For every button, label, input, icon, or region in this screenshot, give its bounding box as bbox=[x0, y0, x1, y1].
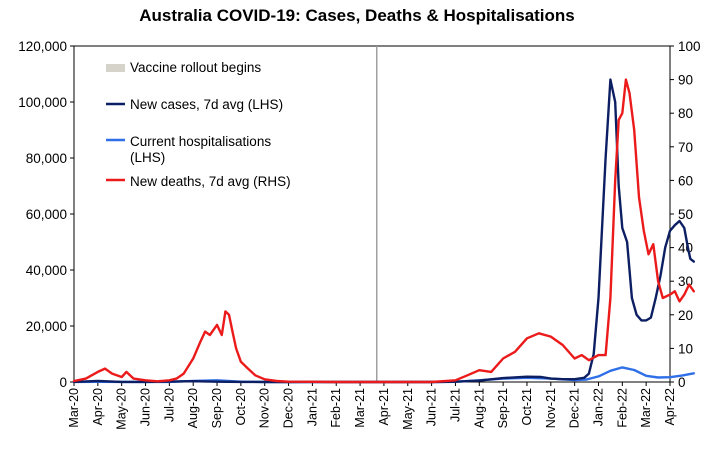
x-tick-label: Sep-21 bbox=[496, 388, 510, 428]
right-tick-label: 40 bbox=[678, 241, 693, 256]
left-tick-label: 100,000 bbox=[18, 95, 67, 110]
right-tick-label: 90 bbox=[678, 73, 693, 88]
x-tick-label: Aug-21 bbox=[472, 388, 486, 428]
legend-label-deaths: New deaths, 7d avg (RHS) bbox=[130, 174, 291, 189]
right-tick-label: 50 bbox=[678, 207, 693, 222]
right-tick-label: 20 bbox=[678, 308, 693, 323]
legend-label-cases: New cases, 7d avg (LHS) bbox=[130, 97, 283, 112]
legend: Vaccine rollout begins New cases, 7d avg… bbox=[106, 60, 291, 189]
left-tick-label: 80,000 bbox=[26, 151, 67, 166]
x-tick-label: Mar-20 bbox=[67, 388, 81, 428]
x-tick-label: Sep-20 bbox=[210, 388, 224, 428]
right-tick-label: 80 bbox=[678, 106, 693, 121]
series-line-cases bbox=[72, 78, 695, 384]
legend-label-hosp-line2: (LHS) bbox=[130, 150, 165, 165]
x-tick-label: Apr-20 bbox=[91, 388, 105, 426]
right-tick-label: 0 bbox=[678, 375, 686, 390]
x-tick-label: Mar-21 bbox=[353, 388, 367, 428]
x-tick-label: Jun-21 bbox=[425, 388, 439, 426]
legend-label-vaccine: Vaccine rollout begins bbox=[130, 60, 261, 75]
chart-title: Australia COVID-19: Cases, Deaths & Hosp… bbox=[139, 6, 575, 25]
legend-label-hosp-line1: Current hospitalisations bbox=[130, 134, 271, 149]
x-tick-label: Jan-22 bbox=[591, 388, 605, 426]
right-tick-label: 60 bbox=[678, 173, 693, 188]
x-tick-label: Nov-21 bbox=[544, 388, 558, 428]
series-line-deaths bbox=[72, 78, 695, 384]
x-tick-label: Jul-21 bbox=[448, 388, 462, 422]
left-tick-label: 0 bbox=[59, 375, 67, 390]
x-tick-label: Dec-21 bbox=[568, 388, 582, 428]
x-tick-label: Apr-22 bbox=[663, 388, 677, 426]
x-tick-label: Nov-20 bbox=[258, 388, 272, 428]
x-tick-label: May-20 bbox=[115, 388, 129, 430]
x-tick-label: Feb-22 bbox=[615, 388, 629, 428]
x-tick-label: Jan-21 bbox=[305, 388, 319, 426]
x-tick-label: May-21 bbox=[401, 388, 415, 430]
legend-swatch-vaccine bbox=[106, 64, 125, 72]
left-tick-label: 20,000 bbox=[26, 319, 67, 334]
x-tick-label: Aug-20 bbox=[186, 388, 200, 428]
x-tick-label: Jul-20 bbox=[162, 388, 176, 422]
x-tick-label: Dec-20 bbox=[282, 388, 296, 428]
x-tick-label: Mar-22 bbox=[639, 388, 653, 428]
right-tick-label: 10 bbox=[678, 341, 693, 356]
x-tick-label: Jun-20 bbox=[139, 388, 153, 426]
left-tick-label: 60,000 bbox=[26, 207, 67, 222]
x-tick-label: Apr-21 bbox=[377, 388, 391, 426]
right-tick-label: 100 bbox=[678, 39, 701, 54]
x-tick-label: Feb-21 bbox=[329, 388, 343, 428]
left-tick-label: 40,000 bbox=[26, 263, 67, 278]
right-tick-label: 70 bbox=[678, 140, 693, 155]
left-tick-label: 120,000 bbox=[18, 39, 67, 54]
x-tick-label: Oct-21 bbox=[520, 388, 534, 426]
x-tick-label: Oct-20 bbox=[234, 388, 248, 426]
